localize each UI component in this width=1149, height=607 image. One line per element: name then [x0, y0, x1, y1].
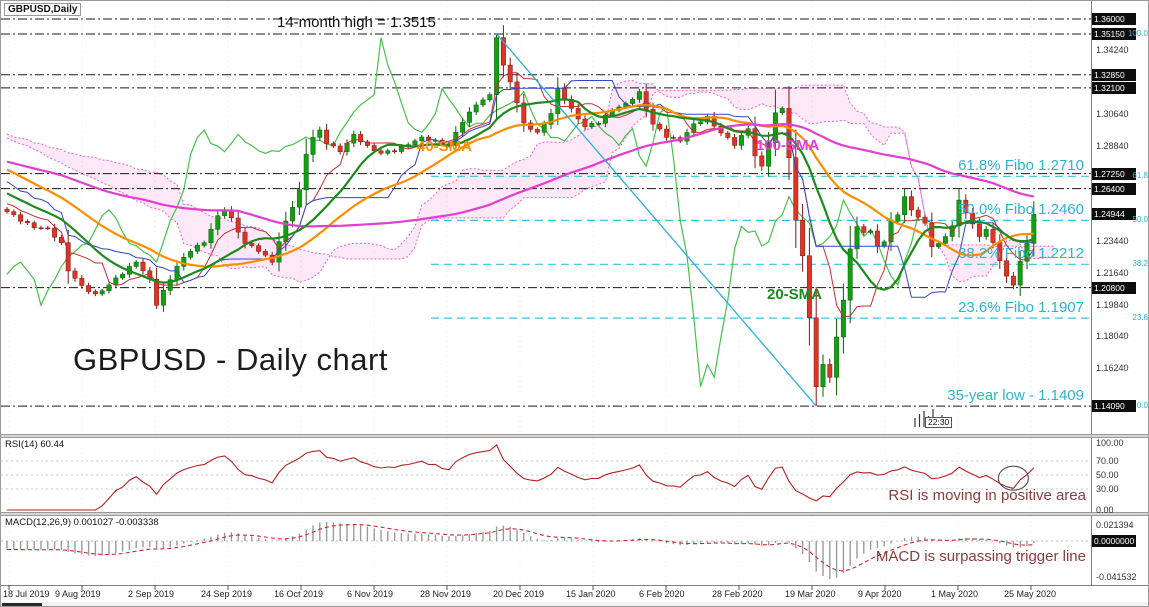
rsi-axis-tick: 50.00 [1096, 470, 1119, 480]
fibo-percent-tick: 38.2 [1132, 259, 1148, 269]
fibo-percent-tick: 61.8 [1132, 171, 1148, 181]
macd-axis-min: -0.041532 [1096, 572, 1137, 582]
date-label: 9 Apr 2020 [858, 589, 902, 599]
price-tick: 1.34240 [1096, 45, 1129, 56]
price-tick: 1.19840 [1096, 299, 1129, 310]
price-level-badge: 1.26400 [1092, 182, 1136, 195]
date-label: 19 Mar 2020 [785, 589, 836, 599]
rsi-indicator-label: RSI(14) 60.44 [5, 439, 65, 450]
price-axis[interactable]: 1.34240 1.30640 1.28840 1.23440 1.21640 1.198… [1092, 1, 1148, 434]
fibo-percent-tick: 100.0 [1127, 29, 1148, 39]
sma100-label: 100-SMA [756, 137, 820, 154]
date-label: 24 Sep 2019 [201, 589, 253, 599]
price-tick: 1.16240 [1096, 363, 1129, 374]
date-label: 28 Nov 2019 [420, 589, 472, 599]
macd-annotation: MACD is surpassing trigger line [875, 548, 1086, 565]
rsi-axis-tick: 30.00 [1096, 484, 1119, 494]
price-tick: 1.23440 [1096, 235, 1129, 246]
price-tick: 1.30640 [1096, 108, 1129, 119]
rsi-axis-tick: 0.00 [1096, 505, 1114, 515]
current-price-badge: 1.24944 [1092, 208, 1136, 221]
price-level-badge: 1.35150 [1092, 28, 1136, 41]
fibo-percent-tick: 23.6 [1132, 313, 1148, 323]
date-label: 18 Jul 2019 [3, 589, 50, 599]
rsi-axis[interactable]: 100.00 70.00 50.00 30.00 0.00 [1092, 438, 1148, 515]
time-tag-label: 22:30 [925, 417, 953, 429]
symbol-timeframe-label: GBPUSD,Daily [4, 3, 82, 16]
fibo-percent-tick: 50.0 [1132, 215, 1148, 225]
date-label: 15 Jan 2020 [566, 589, 616, 599]
scrollbar-thumb[interactable] [2, 603, 42, 606]
date-label: 16 Oct 2019 [274, 589, 324, 599]
date-label: 6 Feb 2020 [639, 589, 685, 599]
rsi-axis-tick: 70.00 [1096, 456, 1119, 466]
macd-indicator-label: MACD(12,26,9) 0.001027 -0.003338 [5, 517, 159, 528]
macd-axis[interactable]: 0.021394 0.0000000 -0.041532 [1092, 516, 1148, 585]
annotation-35-year-low: 35-year low - 1.1409 [947, 387, 1084, 404]
date-label: 6 Nov 2019 [347, 589, 394, 599]
price-level-badge: 1.27250 [1092, 167, 1136, 180]
price-level-badge: 1.14090 [1092, 400, 1136, 413]
price-level-badge: 1.20800 [1092, 281, 1136, 294]
price-tick: 1.28840 [1096, 140, 1129, 151]
price-tick: 1.21640 [1096, 267, 1129, 278]
price-level-badge: 1.32100 [1092, 81, 1136, 94]
fibo-382-label: 38.2% Fibo 1.2212 [958, 245, 1084, 262]
date-label: 1 May 2020 [931, 589, 979, 599]
annotation-14-month-high: 14-month high = 1.3515 [277, 14, 436, 31]
date-label: 9 Aug 2019 [55, 589, 101, 599]
date-label: 28 Feb 2020 [712, 589, 763, 599]
price-level-badge: 1.32850 [1092, 68, 1136, 81]
fibo-618-label: 61.8% Fibo 1.2710 [958, 157, 1084, 174]
date-label: 20 Dec 2019 [493, 589, 545, 599]
date-label: 25 May 2020 [1004, 589, 1057, 599]
fibo-236-label: 23.6% Fibo 1.1907 [958, 299, 1084, 316]
sma20-label: 20-SMA [767, 286, 823, 303]
rsi-annotation: RSI is moving in positive area [888, 487, 1086, 504]
time-axis[interactable]: 18 Jul 2019 9 Aug 2019 2 Sep 2019 24 Sep 20… [1, 585, 1148, 602]
chart-title-annotation: GBPUSD - Daily chart [73, 342, 388, 377]
date-label: 2 Sep 2019 [128, 589, 175, 599]
fibo-500-label: 50.0% Fibo 1.2460 [958, 201, 1084, 218]
rsi-axis-tick: 100.00 [1096, 438, 1124, 448]
price-tick: 1.18040 [1096, 331, 1129, 342]
horizontal-scrollbar[interactable] [1, 602, 1148, 606]
price-level-badge: 1.36000 [1092, 13, 1136, 26]
sma40-label: 40-SMA [417, 138, 473, 155]
panel-separator-macd[interactable] [1, 512, 1148, 516]
panel-separator-rsi[interactable] [1, 434, 1148, 438]
macd-axis-max: 0.021394 [1096, 520, 1134, 530]
fibo-percent-tick: 0.0 [1136, 401, 1148, 411]
macd-axis-zero-badge: 0.0000000 [1092, 535, 1136, 547]
